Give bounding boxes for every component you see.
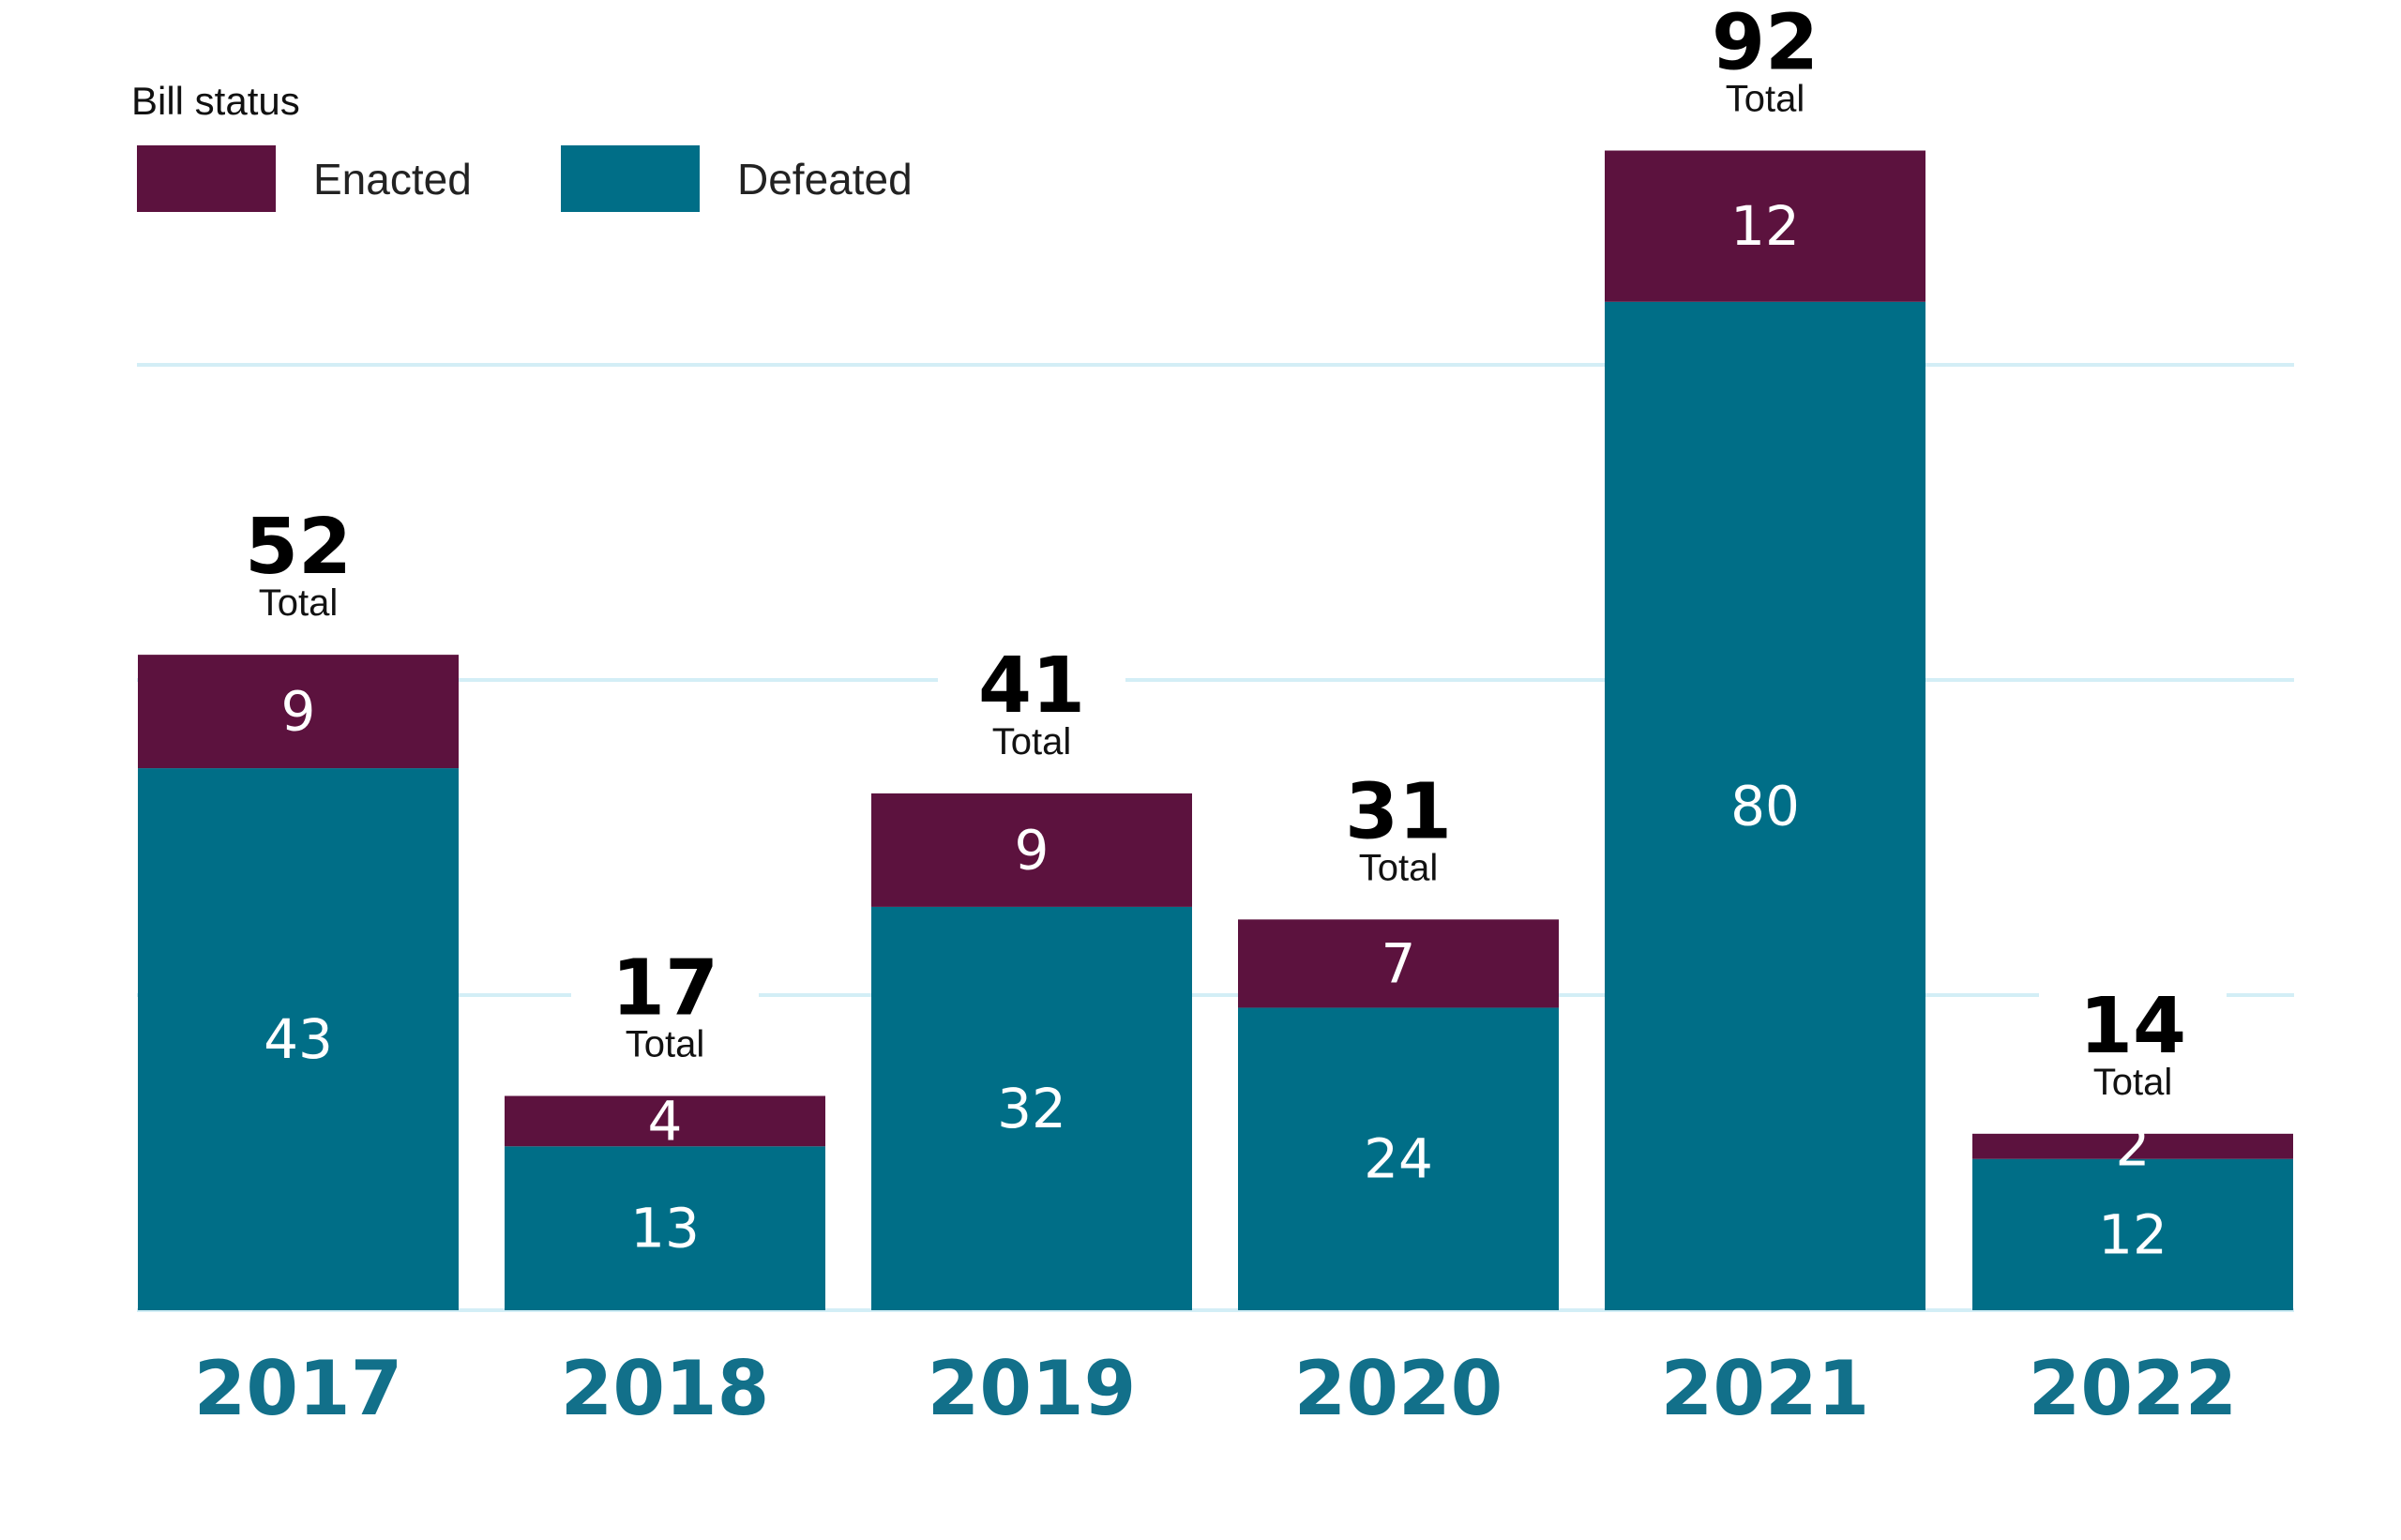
total-label-backdrop [204, 507, 392, 640]
legend-label-defeated: Defeated [737, 155, 913, 204]
bar-defeated-2018 [505, 1146, 825, 1310]
bar-enacted-2018 [505, 1095, 825, 1147]
legend-label-enacted: Enacted [313, 155, 472, 204]
data-label-defeated-2021: 80 [1730, 774, 1800, 838]
total-label-backdrop [938, 645, 1125, 778]
bar-enacted-2019 [871, 793, 1192, 907]
bar-defeated-2020 [1238, 1007, 1559, 1310]
total-value-2019: 41 [978, 642, 1085, 731]
bar-enacted-2020 [1238, 919, 1559, 1008]
legend-title: Bill status [131, 79, 300, 123]
data-label-enacted-2017: 9 [281, 680, 316, 744]
total-label-2017: Total [259, 582, 339, 624]
bar-enacted-2021 [1605, 150, 1925, 302]
x-tick-label-2018: 2018 [561, 1345, 770, 1432]
legend-swatch-defeated [561, 145, 700, 212]
bar-defeated-2019 [871, 906, 1192, 1310]
bars: 43952Total201713417Total201832941Total20… [138, 0, 2293, 1432]
total-label-2018: Total [626, 1024, 705, 1065]
x-tick-label-2022: 2022 [2029, 1345, 2238, 1432]
data-label-defeated-2019: 32 [997, 1077, 1066, 1140]
total-label-2022: Total [2093, 1062, 2173, 1103]
x-tick-label-2019: 2019 [928, 1345, 1137, 1432]
bar-defeated-2017 [138, 768, 459, 1310]
bar-defeated-2022 [1972, 1158, 2293, 1310]
data-label-defeated-2018: 13 [630, 1197, 700, 1261]
bar-enacted-2022 [1972, 1133, 2293, 1159]
total-label-backdrop [571, 948, 759, 1080]
data-label-enacted-2018: 4 [648, 1089, 683, 1153]
data-label-defeated-2020: 24 [1364, 1127, 1433, 1191]
total-value-2017: 52 [245, 503, 352, 592]
data-label-enacted-2019: 9 [1015, 818, 1049, 882]
total-label-2021: Total [1726, 79, 1805, 120]
x-tick-label-2020: 2020 [1294, 1345, 1503, 1432]
total-value-2022: 14 [2079, 982, 2186, 1071]
x-tick-label-2017: 2017 [194, 1345, 403, 1432]
x-tick-label-2021: 2021 [1661, 1345, 1870, 1432]
data-label-enacted-2020: 7 [1382, 931, 1416, 995]
total-label-2019: Total [992, 721, 1072, 762]
total-label-backdrop [1671, 3, 1859, 135]
bar-enacted-2017 [138, 655, 459, 769]
total-value-2018: 17 [612, 944, 718, 1034]
bar-defeated-2021 [1605, 301, 1925, 1310]
gridlines [137, 363, 2294, 1312]
data-label-defeated-2017: 43 [264, 1007, 333, 1071]
legend-swatch-enacted [137, 145, 276, 212]
total-value-2020: 31 [1345, 767, 1452, 856]
data-label-enacted-2021: 12 [1730, 194, 1800, 258]
total-value-2021: 92 [1712, 0, 1819, 88]
data-label-defeated-2022: 12 [2098, 1202, 2167, 1266]
total-label-backdrop [1305, 772, 1492, 904]
data-label-enacted-2022: 2 [2116, 1114, 2151, 1178]
total-label-backdrop [2039, 986, 2227, 1118]
total-label-2020: Total [1359, 847, 1439, 888]
legend: Bill status Enacted Defeated [131, 79, 913, 212]
